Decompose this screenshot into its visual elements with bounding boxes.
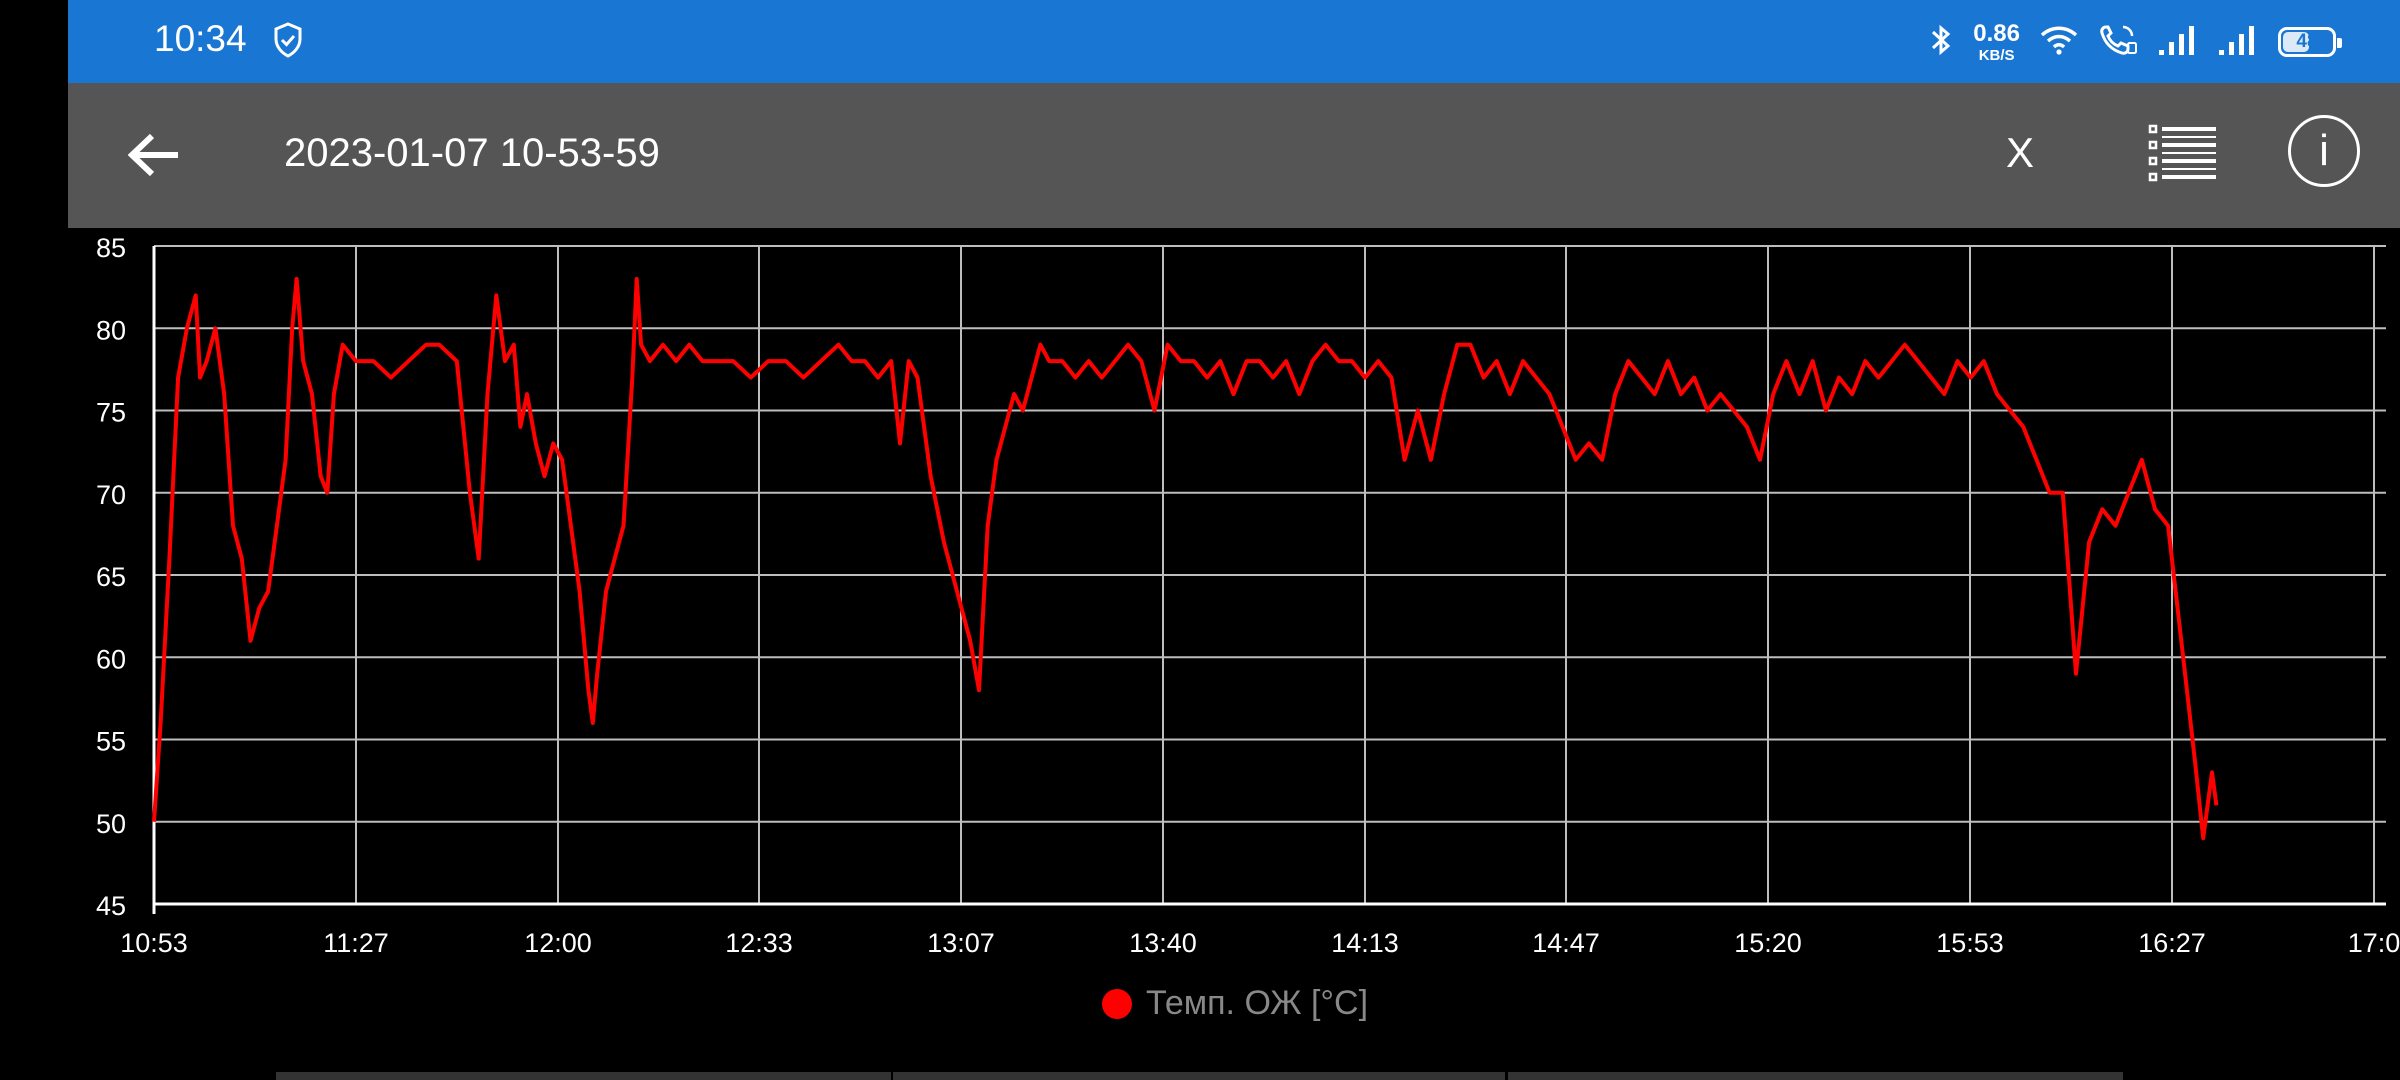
signal-icon	[2158, 24, 2198, 61]
bottom-scroll-segment	[276, 1072, 891, 1080]
y-tick-label: 45	[96, 891, 126, 921]
shield-check-icon	[273, 22, 303, 63]
chart-ticks: 45 50 55 60 65 70 75 80 85 10:53 11:27 12:00 12:33 13…	[96, 233, 2400, 958]
y-tick-label: 75	[96, 398, 126, 428]
y-tick-label: 60	[96, 644, 126, 674]
app-bar: 2023-01-07 10-53-59 X i	[68, 83, 2400, 228]
y-tick-label: 50	[96, 809, 126, 839]
battery-icon: 48	[2278, 27, 2342, 57]
back-arrow-icon[interactable]	[118, 119, 190, 191]
x-tick-label: 12:00	[524, 928, 592, 958]
y-tick-label: 85	[96, 233, 126, 263]
chart-lines	[152, 276, 2219, 841]
series-line-coolant-temp	[152, 276, 2219, 841]
x-tick-label: 15:20	[1734, 928, 1802, 958]
x-tick-label: 10:53	[120, 928, 188, 958]
bottom-scroll-segment	[1508, 1072, 2123, 1080]
chart-grid	[152, 245, 2386, 914]
x-tick-label: 13:40	[1129, 928, 1197, 958]
list-icon[interactable]	[2148, 123, 2218, 188]
y-tick-label: 55	[96, 727, 126, 757]
x-tick-label: 15:53	[1936, 928, 2004, 958]
status-bar: 10:34 0.86 KB/S 48	[68, 0, 2400, 83]
x-tick-label: 14:47	[1532, 928, 1600, 958]
bluetooth-icon	[1929, 23, 1953, 62]
legend-dot	[1102, 988, 1132, 1019]
wifi-icon	[2040, 25, 2078, 60]
chart-legend: Темп. ОЖ [°C]	[1102, 984, 1368, 1023]
x-tick-label: 13:07	[927, 928, 995, 958]
x-tick-label: 12:33	[725, 928, 793, 958]
x-tick-label: 17:0	[2348, 928, 2400, 958]
y-tick-label: 80	[96, 315, 126, 345]
status-time: 10:34	[154, 18, 247, 59]
signal-icon	[2218, 24, 2258, 61]
x-tick-label: 14:13	[1331, 928, 1399, 958]
bottom-scroll-segment	[893, 1072, 1505, 1080]
y-tick-label: 70	[96, 480, 126, 510]
legend-label: Темп. ОЖ [°C]	[1146, 984, 1369, 1022]
wifi-calling-icon	[2098, 23, 2138, 62]
temperature-chart[interactable]: 45 50 55 60 65 70 75 80 85 10:53 11:27 12:00 12:33 13…	[0, 228, 2400, 968]
x-tick-label: 11:27	[323, 928, 389, 958]
x-tick-label: 16:27	[2138, 928, 2206, 958]
battery-level: 48	[2296, 31, 2318, 52]
info-icon[interactable]: i	[2288, 115, 2360, 187]
network-speed: 0.86 KB/S	[1973, 19, 2020, 64]
y-tick-label: 65	[96, 562, 126, 592]
page-title: 2023-01-07 10-53-59	[284, 131, 660, 175]
x-axis-button[interactable]: X	[2006, 129, 2035, 176]
